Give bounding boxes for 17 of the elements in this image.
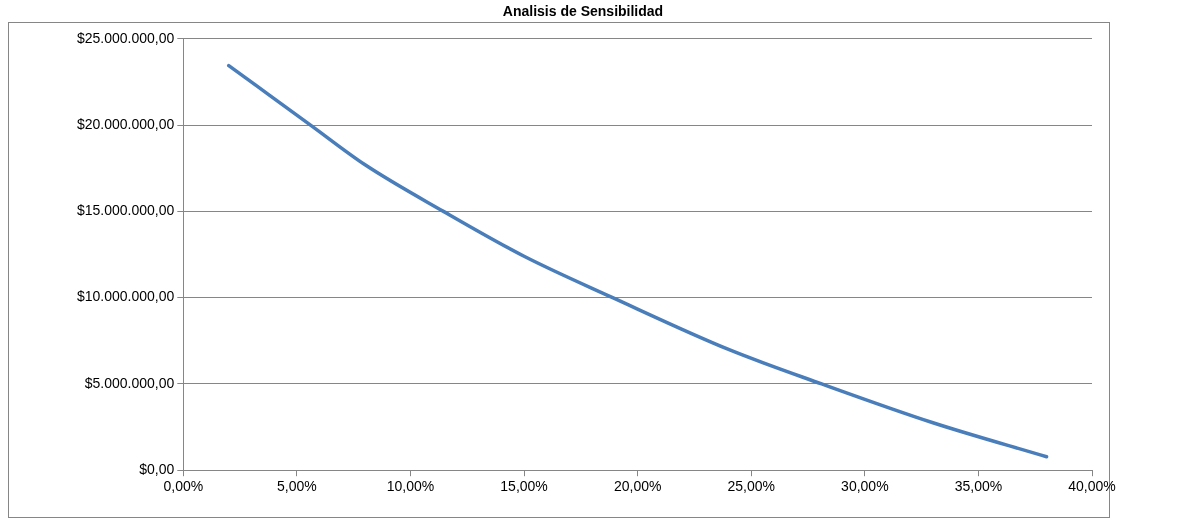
line-series <box>227 63 1049 459</box>
x-tick-label: 0,00% <box>163 478 204 495</box>
y-tick-label: $20.000.000,00 <box>76 115 175 132</box>
x-tick-label: 20,00% <box>613 478 662 495</box>
x-tick-label: 40,00% <box>1068 478 1116 495</box>
x-tick-label: 10,00% <box>386 478 435 495</box>
chart-title: Analisis de Sensibilidad <box>502 3 664 20</box>
y-tick-label: $0,00 <box>139 461 175 478</box>
x-tick-label: 25,00% <box>727 478 775 495</box>
x-tick-label: 15,00% <box>500 478 548 495</box>
y-tick-label: $15.000.000,00 <box>76 202 175 219</box>
x-tick-label: 30,00% <box>841 478 889 495</box>
y-tick-label: $10.000.000,00 <box>76 288 175 305</box>
x-tick-label: 35,00% <box>954 478 1003 495</box>
x-tick-label: 5,00% <box>277 478 317 495</box>
y-tick-label: $25.000.000,00 <box>76 29 175 46</box>
y-tick-label: $5.000.000,00 <box>84 374 175 391</box>
